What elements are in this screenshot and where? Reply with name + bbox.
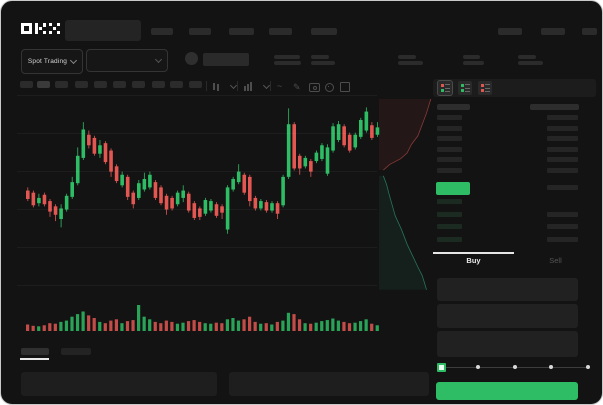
search-input[interactable] <box>65 20 141 41</box>
ask-amount-bar <box>547 168 578 173</box>
ask-price-bar[interactable] <box>437 136 462 142</box>
gridline-2 <box>17 171 377 172</box>
ticker-stat-value-1 <box>311 61 335 65</box>
ask-price-bar[interactable] <box>437 146 462 152</box>
ticker-stat-value-0 <box>274 61 301 65</box>
ask-amount-bar <box>547 157 578 163</box>
orderbook-last-price[interactable] <box>436 182 470 195</box>
ask-price-bar[interactable] <box>437 157 462 163</box>
gridline-5 <box>17 285 377 286</box>
ask-amount-bar <box>547 125 578 131</box>
chevron-down-icon <box>70 56 78 65</box>
nav-item-3[interactable] <box>269 28 292 35</box>
orderbook-header-amount <box>530 104 579 110</box>
amount-input[interactable] <box>437 304 578 328</box>
gridline-0 <box>17 95 377 96</box>
slider-stop-3[interactable] <box>549 365 554 369</box>
market-type-selector[interactable]: Spot Trading <box>21 49 83 74</box>
ticker-stat-value-2 <box>398 61 423 65</box>
orderbook-amount-bar <box>547 185 578 190</box>
bid-price-bar[interactable] <box>437 211 462 217</box>
gridline-1 <box>17 133 377 134</box>
timeframe-tab-7[interactable] <box>152 81 165 88</box>
timeframe-tab-2[interactable] <box>55 81 68 88</box>
nav-item-0[interactable] <box>151 28 173 35</box>
gridline-4 <box>17 247 377 248</box>
bottom-panel-right <box>229 372 429 396</box>
candlestick-icon[interactable] <box>212 82 221 92</box>
buy-submit-button[interactable] <box>436 382 578 400</box>
ask-amount-bar <box>547 136 578 142</box>
ticker-stat-label-4 <box>518 55 536 59</box>
slider-stop-1[interactable] <box>475 365 480 369</box>
nav-right-item-1[interactable] <box>541 28 565 35</box>
candlestick-chart[interactable] <box>15 96 381 341</box>
timeframe-tab-9[interactable] <box>189 81 202 88</box>
nav-item-2[interactable] <box>229 28 254 35</box>
line-tool-icon[interactable]: ~ <box>277 81 283 91</box>
ticker-stat-label-3 <box>463 55 480 59</box>
tab-sell[interactable]: Sell <box>549 256 562 265</box>
nav-item-4[interactable] <box>311 28 337 35</box>
settings-icon[interactable] <box>325 83 334 92</box>
depth-chart[interactable] <box>379 96 433 381</box>
pair-coin-icon <box>185 52 198 65</box>
book-bids-icon[interactable] <box>458 81 472 95</box>
total-input[interactable] <box>437 331 578 357</box>
timeframe-tab-6[interactable] <box>132 81 145 88</box>
nav-right-item-0[interactable] <box>498 28 522 35</box>
ticker-stat-label-1 <box>311 55 329 59</box>
ask-price-bar[interactable] <box>437 115 462 120</box>
timeframe-tab-0[interactable] <box>20 81 33 88</box>
ticker-stat-value-4 <box>518 61 543 65</box>
bid-amount-bar <box>547 224 578 230</box>
interval-icon[interactable] <box>244 82 253 92</box>
orderbook-toolbar <box>433 79 596 97</box>
fullscreen-icon[interactable] <box>340 82 350 92</box>
bottom-tab-active[interactable] <box>21 348 49 355</box>
market-type-label: Spot Trading <box>27 58 68 65</box>
bottom-panel-left <box>21 372 217 396</box>
pair-selector[interactable] <box>86 49 168 72</box>
book-asks-icon[interactable] <box>478 81 492 95</box>
ticker-stat-label-2 <box>398 55 416 59</box>
ticker-stat-value-3 <box>463 61 484 65</box>
ask-amount-bar <box>547 115 578 120</box>
ticker-stat-label-0 <box>274 55 300 59</box>
ask-amount-bar <box>547 146 578 152</box>
camera-icon[interactable] <box>309 83 320 92</box>
bid-price-bar[interactable] <box>437 224 462 230</box>
slider-handle[interactable] <box>437 363 446 372</box>
bid-price-bar[interactable] <box>437 236 462 242</box>
ask-price-bar[interactable] <box>437 168 462 173</box>
bid-price-bar[interactable] <box>437 199 462 204</box>
okx-logo[interactable] <box>21 23 61 35</box>
bid-amount-bar <box>547 211 578 217</box>
nav-right-item-2[interactable] <box>582 28 597 35</box>
price-input[interactable] <box>437 278 578 301</box>
timeframe-tab-1[interactable] <box>37 81 50 88</box>
buy-tab-indicator <box>433 252 514 254</box>
timeframe-tab-4[interactable] <box>94 81 107 88</box>
orderbook-header-price <box>437 104 470 110</box>
bid-amount-bar <box>547 236 578 242</box>
pair-name-placeholder <box>203 53 249 66</box>
chevron-down-icon[interactable] <box>262 81 271 90</box>
chevron-down-icon[interactable] <box>229 81 238 90</box>
slider-stop-2[interactable] <box>512 365 517 369</box>
chevron-down-icon <box>154 55 163 64</box>
gridline-3 <box>17 209 377 210</box>
draw-pencil-icon[interactable]: ✎ <box>293 82 301 92</box>
tab-buy[interactable]: Buy <box>466 256 481 265</box>
bottom-tab[interactable] <box>61 348 91 355</box>
nav-item-1[interactable] <box>189 28 211 35</box>
timeframe-tab-5[interactable] <box>113 81 126 88</box>
ask-price-bar[interactable] <box>437 125 462 131</box>
timeframe-tab-3[interactable] <box>75 81 88 88</box>
timeframe-tab-8[interactable] <box>170 81 183 88</box>
book-combined-icon[interactable] <box>437 80 453 96</box>
slider-stop-4[interactable] <box>586 365 591 369</box>
bottom-tab-underline <box>20 358 49 360</box>
